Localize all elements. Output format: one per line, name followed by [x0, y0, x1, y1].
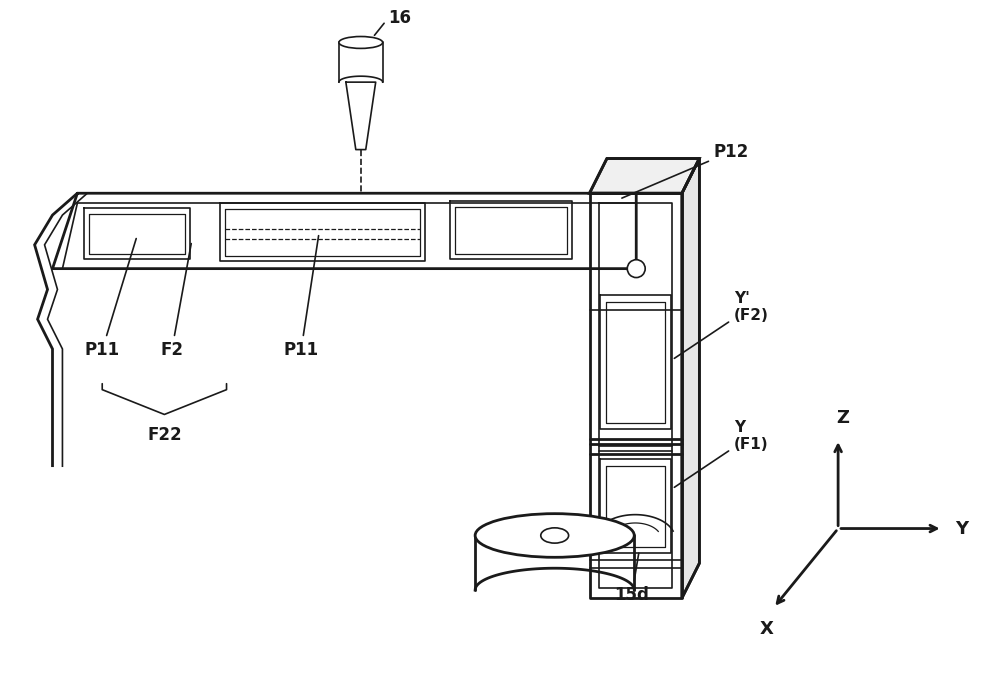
Text: Y
(F1): Y (F1)	[674, 420, 768, 487]
Text: P11: P11	[284, 236, 319, 359]
Text: Y: Y	[955, 520, 969, 538]
Text: Z: Z	[837, 409, 850, 428]
Text: Y'
(F2): Y' (F2)	[674, 291, 769, 358]
Text: X: X	[760, 620, 773, 638]
Ellipse shape	[339, 37, 383, 49]
Text: 16: 16	[374, 8, 412, 35]
Text: F2: F2	[160, 244, 191, 359]
Polygon shape	[682, 158, 699, 598]
Text: 15d: 15d	[614, 553, 649, 604]
Text: F22: F22	[147, 426, 182, 444]
Text: P11: P11	[85, 239, 136, 359]
Ellipse shape	[475, 514, 634, 557]
Polygon shape	[590, 158, 699, 193]
Text: P12: P12	[622, 142, 749, 198]
Circle shape	[627, 260, 645, 278]
Ellipse shape	[541, 528, 569, 543]
